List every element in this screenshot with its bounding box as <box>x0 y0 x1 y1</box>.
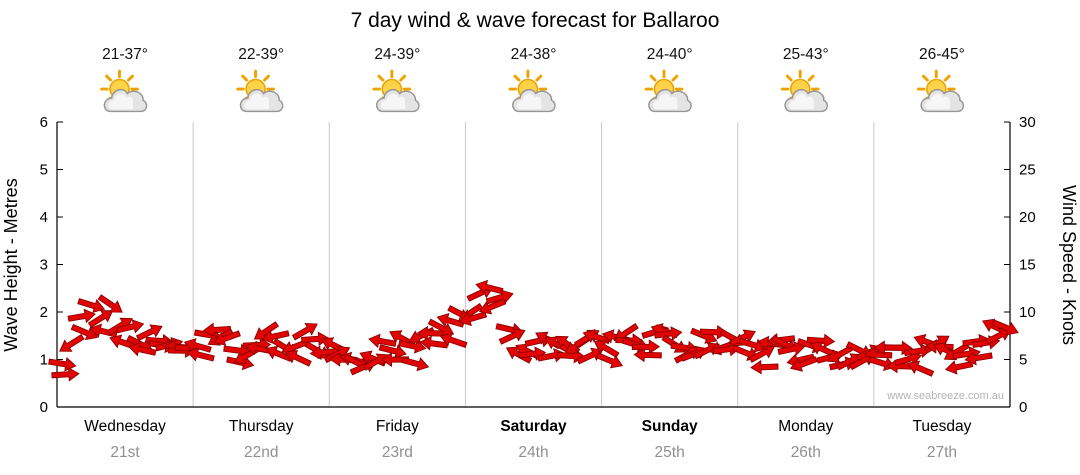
wind-arrow <box>459 311 488 327</box>
x-axis-day-name: Thursday <box>229 418 294 435</box>
sun-cloud-icon <box>916 69 965 113</box>
y-left-tick-label: 0 <box>40 399 48 416</box>
wind-arrow <box>368 333 397 349</box>
wind-arrow <box>135 324 163 342</box>
wind-arrow <box>595 352 624 369</box>
wind-arrow <box>944 360 974 375</box>
y-left-tick-label: 4 <box>40 209 48 226</box>
sun-cloud-icon <box>100 69 149 113</box>
wind-arrow <box>291 322 318 341</box>
wind-arrow <box>654 326 683 341</box>
y-right-tick-label: 25 <box>1019 162 1036 179</box>
x-axis-day-name: Wednesday <box>84 418 166 435</box>
y-left-tick-label: 5 <box>40 162 48 179</box>
sun-cloud-icon <box>508 69 557 113</box>
wind-arrow <box>67 308 96 324</box>
wind-arrow <box>380 352 409 367</box>
day-temp-range: 21-37° <box>102 46 148 63</box>
sun-cloud-icon <box>372 69 421 113</box>
x-axis-day-labels: Wednesday 21st Thursday 22nd Friday 23rd Satur… <box>84 418 971 461</box>
wind-arrow <box>213 330 241 346</box>
y-right-tick-label: 20 <box>1019 209 1036 226</box>
wind-arrow <box>116 319 145 334</box>
x-axis-day-date: 26th <box>791 444 821 461</box>
wind-arrow <box>186 347 215 362</box>
wind-arrow <box>309 345 339 361</box>
y-left-tick-label: 6 <box>40 114 48 131</box>
y-left-tick-label: 2 <box>40 304 48 321</box>
y-right-tick-label: 10 <box>1019 304 1036 321</box>
wind-arrow <box>51 366 80 382</box>
y-axis-right-title: Wind Speed - Knots <box>1059 185 1079 345</box>
day-temp-range: 22-39° <box>238 46 284 63</box>
x-axis-day-name: Monday <box>778 418 833 435</box>
sun-cloud-icon <box>236 69 285 113</box>
wind-arrow <box>777 341 806 356</box>
day-headers: 21-37° 22-39° 24-39° 24-38° 24-40° 25-43° 26-4… <box>100 46 965 113</box>
sun-cloud-icon <box>644 69 693 113</box>
day-temp-range: 24-40° <box>647 46 693 63</box>
x-axis-day-date: 25th <box>655 444 685 461</box>
wind-arrow <box>903 343 933 358</box>
y-right-tick-label: 15 <box>1019 257 1036 274</box>
wind-arrow <box>631 339 661 355</box>
wind-arrows-series <box>48 279 1019 382</box>
wind-arrow <box>77 298 106 314</box>
wind-arrow <box>789 356 818 372</box>
y-right-tick-label: 30 <box>1019 114 1036 131</box>
day-temp-range: 25-43° <box>783 46 829 63</box>
x-axis-day-date: 23rd <box>382 444 413 461</box>
y-left-tick-label: 1 <box>40 352 48 369</box>
watermark: www.seabreeze.com.au <box>886 390 1004 402</box>
axis-ticks-and-labels: 0 1 2 3 4 5 6 0 5 10 15 20 25 30 <box>40 114 1036 416</box>
x-axis-day-date: 21st <box>110 444 140 461</box>
x-axis-day-date: 24th <box>518 444 548 461</box>
wind-arrow <box>475 279 504 295</box>
wind-arrow <box>729 329 756 347</box>
sun-cloud-icon <box>780 69 829 113</box>
y-axis-left-title: Wave Height - Metres <box>1 178 21 351</box>
wind-arrow <box>748 345 775 363</box>
wind-arrow <box>97 294 123 313</box>
day-separator-grid <box>192 122 875 407</box>
wind-arrow <box>991 319 1019 336</box>
wind-arrow <box>906 360 935 377</box>
x-axis-day-name: Sunday <box>642 418 698 435</box>
x-axis-day-name: Tuesday <box>912 418 971 435</box>
wind-arrow <box>398 339 427 354</box>
day-temp-range: 24-38° <box>511 46 557 63</box>
wind-arrow <box>261 329 290 345</box>
x-axis-day-name: Saturday <box>500 418 567 435</box>
x-axis-day-date: 22nd <box>244 444 278 461</box>
wind-arrow <box>593 340 620 358</box>
wind-arrow <box>498 328 526 345</box>
y-right-tick-label: 5 <box>1019 352 1027 369</box>
x-axis-day-date: 27th <box>927 444 957 461</box>
wind-arrow <box>128 341 157 357</box>
day-temp-range: 24-39° <box>374 46 420 63</box>
wind-arrow <box>59 333 85 352</box>
wind-arrow <box>964 350 993 366</box>
wind-arrow <box>750 359 779 375</box>
wind-arrow <box>419 335 449 351</box>
wind-arrow <box>633 347 662 363</box>
wind-arrow <box>183 338 212 353</box>
wind-arrow <box>806 333 836 349</box>
y-right-tick-label: 0 <box>1019 399 1027 416</box>
wind-arrow <box>378 344 407 359</box>
wind-arrow <box>401 356 430 372</box>
wind-arrow <box>87 310 114 328</box>
wind-arrow <box>439 332 468 349</box>
axes-frame <box>56 122 1011 408</box>
day-temp-range: 26-45° <box>919 46 965 63</box>
wind-arrow <box>485 289 514 305</box>
wind-arrow <box>284 350 312 367</box>
x-axis-day-name: Friday <box>376 418 419 435</box>
y-left-tick-label: 3 <box>40 257 48 274</box>
page-title: 7 day wind & wave forecast for Ballaroo <box>351 9 720 32</box>
